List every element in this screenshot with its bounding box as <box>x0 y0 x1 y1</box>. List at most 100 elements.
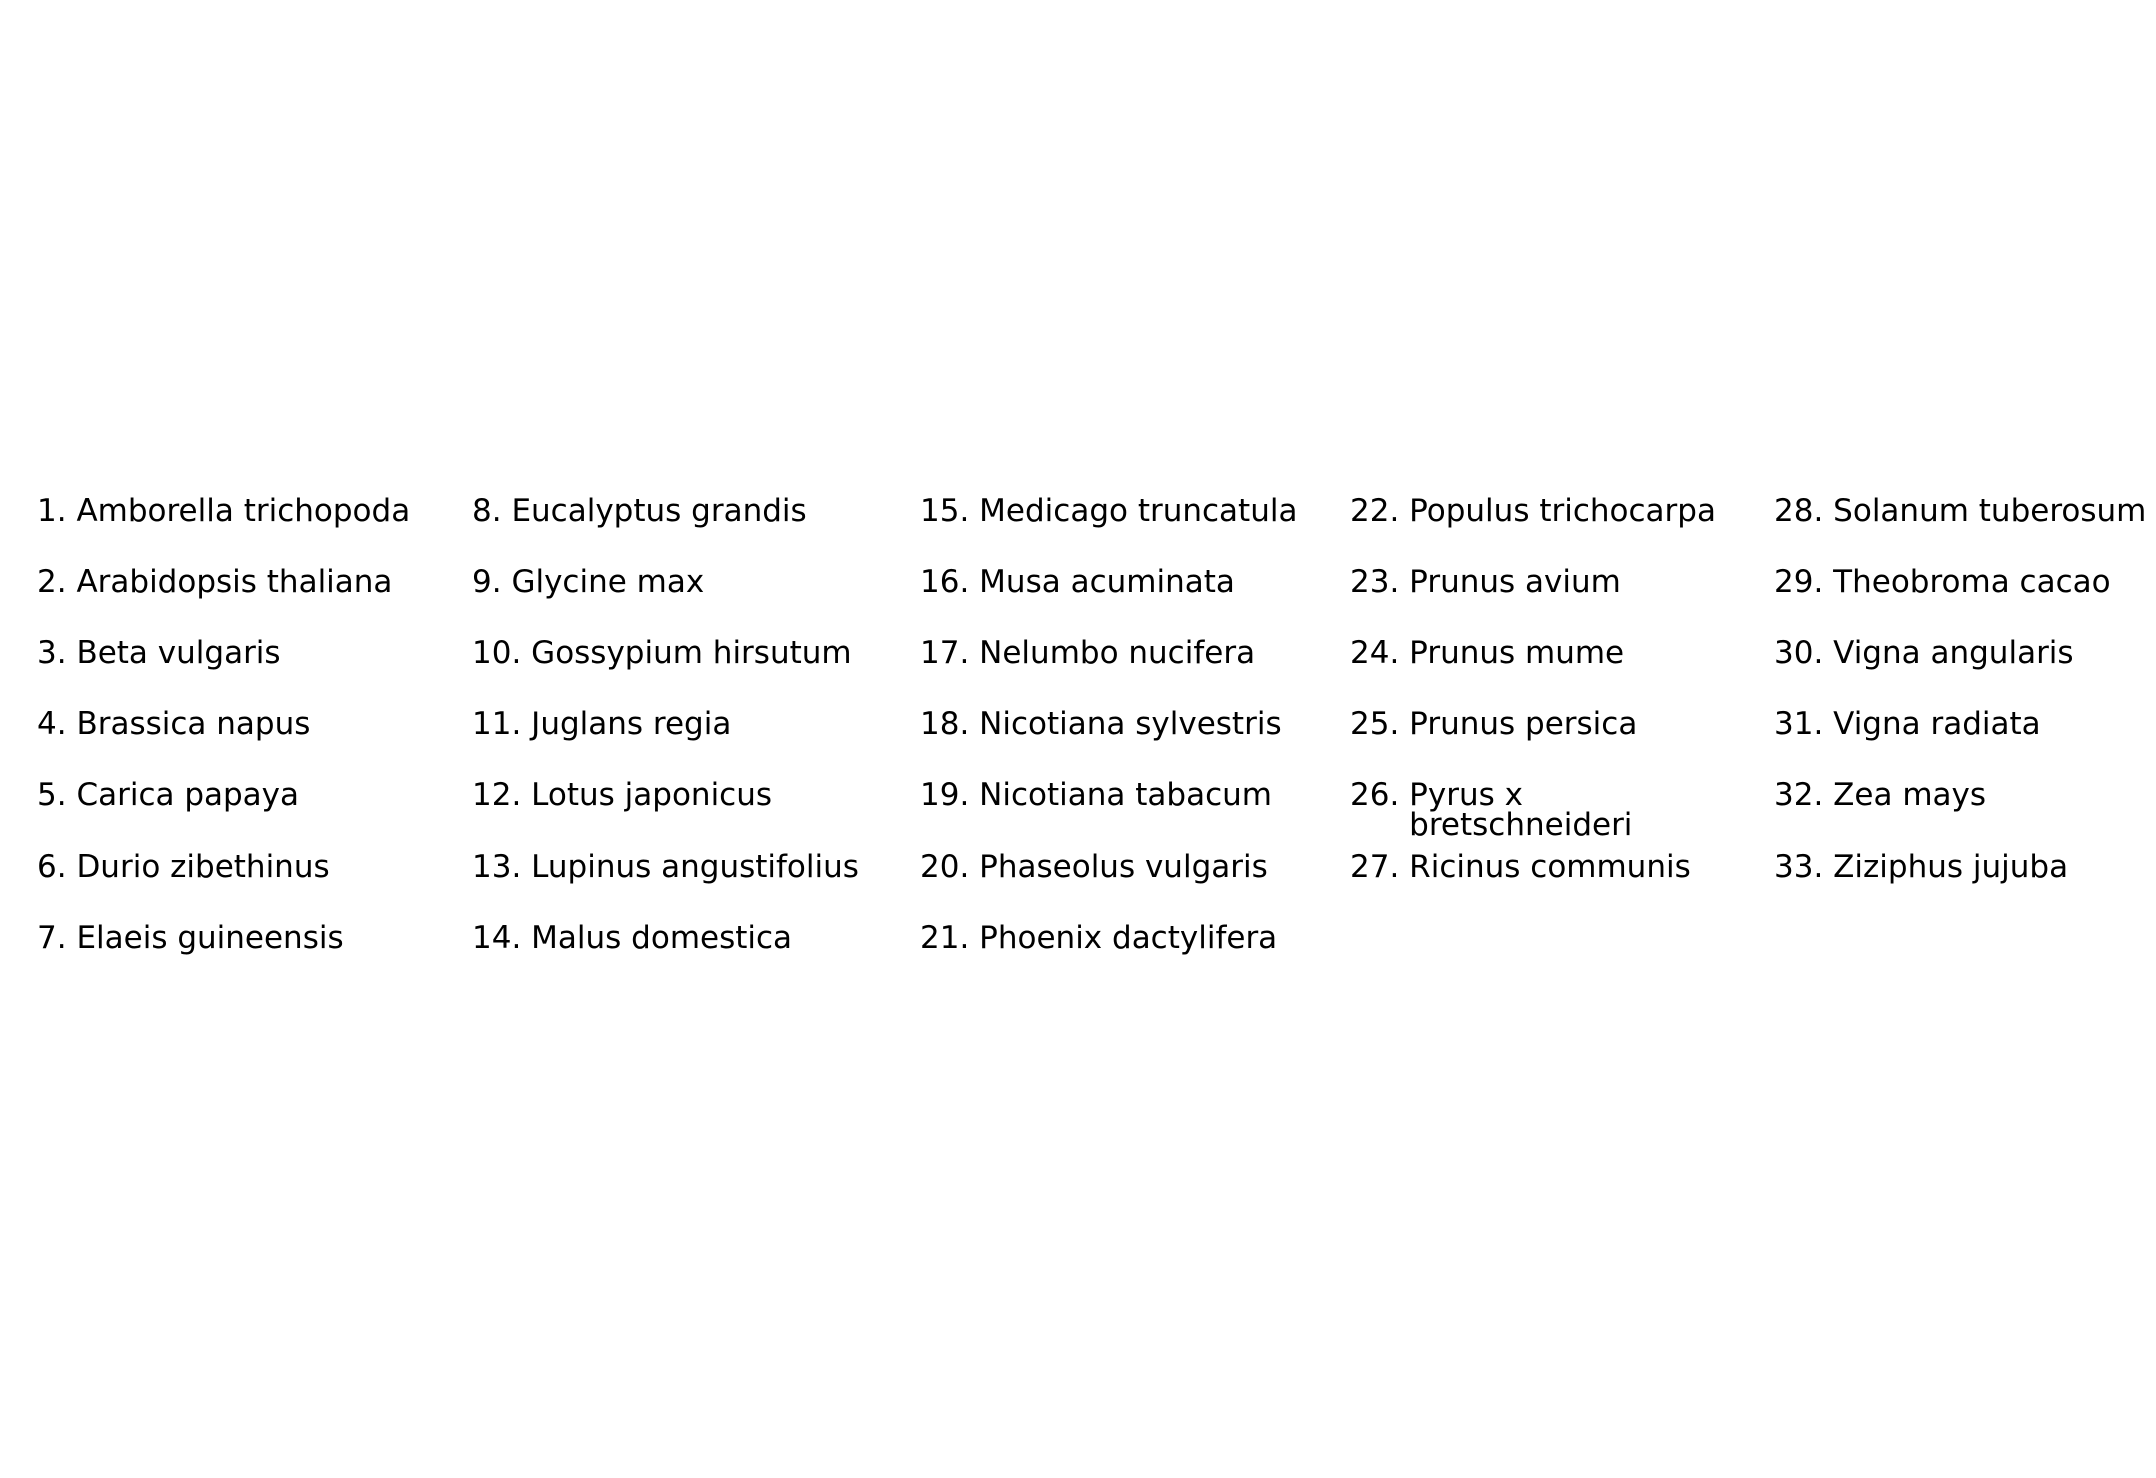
species-item-11: 11. Juglans regia <box>472 706 732 742</box>
species-number: 25. <box>1350 706 1400 742</box>
species-name: Ricinus communis <box>1409 849 1691 885</box>
species-number: 4. <box>37 706 67 742</box>
species-item-33: 33. Ziziphus jujuba <box>1774 849 2069 885</box>
species-name: Lupinus angustifolius <box>531 849 859 885</box>
species-item-32: 32. Zea mays <box>1774 777 1987 813</box>
species-item-2: 2. Arabidopsis thaliana <box>37 564 393 600</box>
species-name: Phaseolus vulgaris <box>979 849 1268 885</box>
species-item-28: 28. Solanum tuberosum <box>1774 493 2147 529</box>
species-name: Prunus avium <box>1409 564 1621 600</box>
species-name: Pyrus x bretschneideri <box>1409 777 1633 843</box>
species-name: Juglans regia <box>531 706 732 742</box>
species-item-9: 9. Glycine max <box>472 564 705 600</box>
species-item-31: 31. Vigna radiata <box>1774 706 2041 742</box>
species-number: 1. <box>37 493 67 529</box>
species-number: 30. <box>1774 635 1824 671</box>
species-number: 12. <box>472 777 522 813</box>
species-item-3: 3. Beta vulgaris <box>37 635 281 671</box>
species-number: 24. <box>1350 635 1400 671</box>
species-item-14: 14. Malus domestica <box>472 920 793 956</box>
species-number: 19. <box>920 777 970 813</box>
species-number: 9. <box>472 564 502 600</box>
species-number: 16. <box>920 564 970 600</box>
species-number: 10. <box>472 635 522 671</box>
species-number: 5. <box>37 777 67 813</box>
species-number: 28. <box>1774 493 1824 529</box>
species-name: Populus trichocarpa <box>1409 493 1716 529</box>
species-name: Phoenix dactylifera <box>979 920 1278 956</box>
species-number: 18. <box>920 706 970 742</box>
species-item-27: 27. Ricinus communis <box>1350 849 1691 885</box>
species-name: Arabidopsis thaliana <box>76 564 393 600</box>
species-name: Beta vulgaris <box>76 635 281 671</box>
species-name: Medicago truncatula <box>979 493 1298 529</box>
species-number: 32. <box>1774 777 1824 813</box>
species-number: 17. <box>920 635 970 671</box>
species-name: Ziziphus jujuba <box>1833 849 2069 885</box>
species-item-17: 17. Nelumbo nucifera <box>920 635 1256 671</box>
species-name: Eucalyptus grandis <box>511 493 807 529</box>
species-name: Vigna angularis <box>1833 635 2074 671</box>
species-item-13: 13. Lupinus angustifolius <box>472 849 859 885</box>
species-item-26: 26. Pyrus x bretschneideri <box>1350 777 1649 843</box>
species-item-5: 5. Carica papaya <box>37 777 300 813</box>
species-item-7: 7. Elaeis guineensis <box>37 920 344 956</box>
species-name: Prunus persica <box>1409 706 1638 742</box>
species-name: Theobroma cacao <box>1833 564 2111 600</box>
species-item-30: 30. Vigna angularis <box>1774 635 2074 671</box>
species-name: Elaeis guineensis <box>76 920 344 956</box>
species-number: 8. <box>472 493 502 529</box>
species-name: Gossypium hirsutum <box>531 635 852 671</box>
species-name: Zea mays <box>1833 777 1987 813</box>
species-item-15: 15. Medicago truncatula <box>920 493 1298 529</box>
species-name: Nelumbo nucifera <box>979 635 1256 671</box>
species-item-16: 16. Musa acuminata <box>920 564 1235 600</box>
species-number: 26. <box>1350 777 1400 813</box>
species-number: 27. <box>1350 849 1400 885</box>
species-item-4: 4. Brassica napus <box>37 706 311 742</box>
species-number: 2. <box>37 564 67 600</box>
species-item-18: 18. Nicotiana sylvestris <box>920 706 1282 742</box>
species-item-22: 22. Populus trichocarpa <box>1350 493 1716 529</box>
species-number: 15. <box>920 493 970 529</box>
species-item-19: 19. Nicotiana tabacum <box>920 777 1272 813</box>
species-number: 14. <box>472 920 522 956</box>
species-item-29: 29. Theobroma cacao <box>1774 564 2111 600</box>
species-number: 11. <box>472 706 522 742</box>
species-item-12: 12. Lotus japonicus <box>472 777 773 813</box>
species-number: 20. <box>920 849 970 885</box>
species-item-10: 10. Gossypium hirsutum <box>472 635 852 671</box>
species-number: 33. <box>1774 849 1824 885</box>
species-number: 31. <box>1774 706 1824 742</box>
species-item-23: 23. Prunus avium <box>1350 564 1621 600</box>
species-name: Glycine max <box>511 564 705 600</box>
species-item-25: 25. Prunus persica <box>1350 706 1638 742</box>
species-name: Solanum tuberosum <box>1833 493 2147 529</box>
species-item-21: 21. Phoenix dactylifera <box>920 920 1278 956</box>
species-item-24: 24. Prunus mume <box>1350 635 1625 671</box>
species-name: Brassica napus <box>76 706 311 742</box>
species-name: Lotus japonicus <box>531 777 773 813</box>
species-number: 21. <box>920 920 970 956</box>
species-number: 22. <box>1350 493 1400 529</box>
species-number: 29. <box>1774 564 1824 600</box>
species-number: 3. <box>37 635 67 671</box>
species-name: Nicotiana tabacum <box>979 777 1272 813</box>
species-name: Nicotiana sylvestris <box>979 706 1282 742</box>
species-name: Vigna radiata <box>1833 706 2041 742</box>
species-name: Prunus mume <box>1409 635 1625 671</box>
species-item-20: 20. Phaseolus vulgaris <box>920 849 1268 885</box>
species-name: Durio zibethinus <box>76 849 330 885</box>
species-item-6: 6. Durio zibethinus <box>37 849 330 885</box>
species-item-8: 8. Eucalyptus grandis <box>472 493 807 529</box>
species-name: Carica papaya <box>76 777 300 813</box>
species-name: Musa acuminata <box>979 564 1235 600</box>
species-number: 6. <box>37 849 67 885</box>
species-number: 7. <box>37 920 67 956</box>
species-name: Amborella trichopoda <box>76 493 411 529</box>
species-number: 23. <box>1350 564 1400 600</box>
species-number: 13. <box>472 849 522 885</box>
species-item-1: 1. Amborella trichopoda <box>37 493 411 529</box>
species-name: Malus domestica <box>531 920 793 956</box>
